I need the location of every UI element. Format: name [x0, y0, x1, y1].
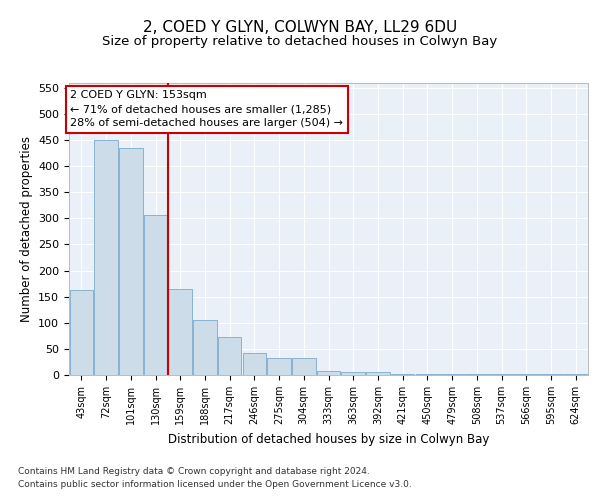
Bar	[292, 358, 316, 375]
Bar	[242, 352, 266, 375]
Bar	[490, 374, 513, 375]
Text: Size of property relative to detached houses in Colwyn Bay: Size of property relative to detached ho…	[103, 34, 497, 48]
Bar	[341, 372, 365, 375]
Text: Contains public sector information licensed under the Open Government Licence v3: Contains public sector information licen…	[18, 480, 412, 489]
Bar	[193, 320, 217, 375]
Bar	[514, 374, 538, 375]
Bar	[391, 374, 415, 375]
X-axis label: Distribution of detached houses by size in Colwyn Bay: Distribution of detached houses by size …	[168, 432, 489, 446]
Bar	[268, 358, 291, 375]
Bar	[169, 289, 192, 375]
Text: Contains HM Land Registry data © Crown copyright and database right 2024.: Contains HM Land Registry data © Crown c…	[18, 467, 370, 476]
Bar	[317, 371, 340, 375]
Text: 2 COED Y GLYN: 153sqm
← 71% of detached houses are smaller (1,285)
28% of semi-d: 2 COED Y GLYN: 153sqm ← 71% of detached …	[70, 90, 343, 128]
Bar	[440, 374, 464, 375]
Bar	[70, 290, 93, 375]
Bar	[539, 374, 563, 375]
Text: 2, COED Y GLYN, COLWYN BAY, LL29 6DU: 2, COED Y GLYN, COLWYN BAY, LL29 6DU	[143, 20, 457, 35]
Y-axis label: Number of detached properties: Number of detached properties	[20, 136, 32, 322]
Bar	[416, 374, 439, 375]
Bar	[465, 374, 488, 375]
Bar	[144, 215, 167, 375]
Bar	[94, 140, 118, 375]
Bar	[564, 374, 587, 375]
Bar	[366, 372, 389, 375]
Bar	[119, 148, 143, 375]
Bar	[218, 337, 241, 375]
